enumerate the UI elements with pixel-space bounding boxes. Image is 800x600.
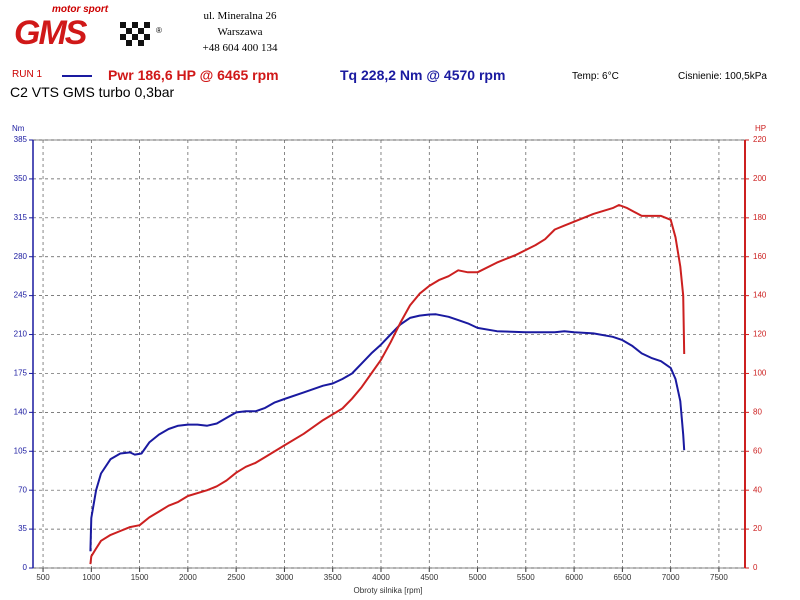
y2-tick-label: 220: [753, 135, 767, 144]
power-summary: Pwr 186,6 HP @ 6465 rpm: [108, 67, 279, 83]
y2-axis-label: HP: [755, 124, 766, 133]
y2-tick-label: 0: [753, 563, 758, 572]
x-tick-label: 2500: [227, 573, 245, 582]
y-tick-label: 140: [14, 407, 28, 416]
run-title: C2 VTS GMS turbo 0,3bar: [10, 84, 175, 100]
address-line: ul. Mineralna 26: [203, 10, 277, 22]
x-tick-label: 5000: [469, 573, 487, 582]
data-line: [89, 204, 686, 565]
y-tick-label: 175: [14, 369, 28, 378]
x-tick-label: 1500: [131, 573, 149, 582]
x-tick-label: 3500: [324, 573, 342, 582]
y2-tick-label: 180: [753, 213, 767, 222]
y-tick-label: 70: [18, 485, 27, 494]
y2-tick-label: 60: [753, 446, 762, 455]
data-line: [89, 313, 686, 552]
pressure: Cisnienie: 100,5kPa: [678, 71, 767, 82]
x-tick-label: 4500: [420, 573, 438, 582]
y-tick-label: 245: [14, 291, 28, 300]
y-tick-label: 35: [18, 524, 27, 533]
y-tick-label: 105: [14, 446, 28, 455]
y2-tick-label: 20: [753, 524, 762, 533]
logo: GMS: [14, 14, 87, 52]
y2-tick-label: 200: [753, 174, 767, 183]
y2-tick-label: 100: [753, 369, 767, 378]
y-tick-label: 385: [14, 135, 28, 144]
run-label: RUN 1: [12, 69, 43, 80]
torque-summary: Tq 228,2 Nm @ 4570 rpm: [340, 67, 506, 83]
address-line: +48 604 400 134: [202, 42, 278, 54]
y-tick-label: 0: [23, 563, 28, 572]
x-tick-label: 3000: [276, 573, 294, 582]
address: ul. Mineralna 26 Warszawa +48 604 400 13…: [200, 8, 280, 56]
x-tick-label: 1000: [82, 573, 100, 582]
y-tick-label: 210: [14, 330, 28, 339]
x-tick-label: 500: [36, 573, 50, 582]
logo-mark: ®: [156, 26, 162, 35]
x-tick-label: 2000: [179, 573, 197, 582]
y2-tick-label: 160: [753, 252, 767, 261]
x-tick-label: 7000: [662, 573, 680, 582]
x-tick-label: 6500: [613, 573, 631, 582]
y2-tick-label: 40: [753, 485, 762, 494]
y-axis-label: Nm: [12, 124, 25, 133]
x-axis-label: Obroty silnika [rpm]: [354, 586, 423, 595]
address-line: Warszawa: [217, 26, 263, 38]
logo-tag: motor sport: [52, 4, 109, 15]
plot-frame: [32, 139, 746, 569]
y2-tick-label: 120: [753, 330, 767, 339]
x-tick-label: 5500: [517, 573, 535, 582]
x-tick-label: 7500: [710, 573, 728, 582]
y2-tick-label: 140: [753, 291, 767, 300]
x-tick-label: 4000: [372, 573, 390, 582]
y2-tick-label: 80: [753, 407, 762, 416]
run-line: [62, 75, 92, 77]
y-tick-label: 315: [14, 213, 28, 222]
y-tick-label: 350: [14, 174, 28, 183]
temperature: Temp: 6°C: [572, 71, 619, 82]
y-tick-label: 280: [14, 252, 28, 261]
logo-flag: [120, 22, 150, 46]
x-tick-label: 6000: [565, 573, 583, 582]
